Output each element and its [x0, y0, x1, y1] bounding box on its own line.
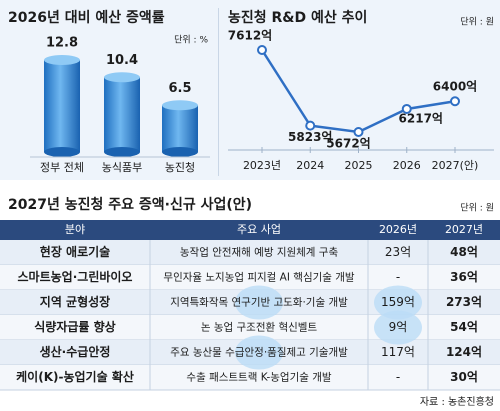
highlight	[374, 310, 422, 345]
table-header-bg	[0, 220, 500, 240]
highlight	[235, 335, 283, 370]
category-label: 농식품부	[102, 161, 142, 174]
category-label: 2024	[296, 159, 324, 172]
source: 자료 : 농촌진흥청	[420, 395, 494, 408]
table-cell: 30억	[450, 370, 478, 384]
highlight	[374, 285, 422, 320]
table-cell: 논 농업 구조전환 혁신벨트	[201, 321, 318, 334]
table-cell: 농작업 안전재해 예방 지원체계 구축	[180, 246, 339, 259]
bar-title: 2026년 대비 예산 증액률	[8, 9, 165, 26]
table-cell: 117억	[381, 345, 415, 359]
table-cell: -	[396, 370, 400, 384]
table-cell: 124억	[446, 345, 482, 359]
category-label: 2023년	[243, 159, 281, 172]
table-cell: 케이(K)-농업기술 확산	[16, 369, 134, 384]
point	[401, 103, 412, 114]
value-label: 5823억	[288, 130, 332, 144]
table-header: 분야	[65, 223, 85, 236]
bar-top	[162, 100, 198, 111]
table-header: 2026년	[379, 223, 417, 236]
point	[305, 120, 316, 131]
bar	[44, 60, 80, 152]
line-unit: 단위 : 원	[460, 17, 494, 28]
value-label: 5672억	[326, 137, 370, 151]
table-cell: 36억	[450, 270, 478, 284]
bar-bottom	[104, 147, 140, 157]
table-cell: 지역특화작목 연구기반 고도화·기술 개발	[170, 297, 348, 309]
table-header: 주요 사업	[237, 223, 281, 236]
table-cell: 무인자율 노지농업 피지컬 AI 핵심기술 개발	[163, 271, 355, 284]
table-header: 2027년	[445, 223, 483, 236]
category-label: 2027(안)	[432, 159, 479, 172]
table-cell: 159억	[381, 295, 415, 309]
table-row-bg	[0, 240, 500, 265]
table-cell: 54억	[450, 320, 478, 334]
value-label: 7612억	[228, 29, 272, 43]
table-title: 2027년 농진청 주요 증액·신규 사업(안)	[8, 196, 252, 213]
table-cell: 생산·수급안정	[40, 344, 111, 359]
bar	[104, 77, 140, 152]
bar-bottom	[44, 147, 80, 157]
table-cell: 273억	[446, 295, 482, 309]
table-cell: 현장 애로기술	[40, 244, 110, 259]
value-label: 12.8	[46, 36, 78, 51]
table-cell: 스마트농업·그린바이오	[18, 269, 133, 284]
category-label: 2025	[345, 159, 373, 172]
table-row-bg	[0, 365, 500, 390]
bar-bottom	[162, 147, 198, 157]
value-label: 6400억	[433, 80, 477, 94]
category-label: 2026	[393, 159, 421, 172]
bar	[162, 105, 198, 152]
table-cell: 9억	[389, 320, 408, 334]
table-cell: 48억	[450, 245, 478, 259]
table-cell: 주요 농산물 수급안정·품질제고 기술개발	[170, 347, 348, 359]
category-label: 농진청	[165, 161, 195, 174]
table-cell: 식량자급률 향상	[34, 319, 115, 334]
table-cell: 23억	[385, 245, 411, 259]
bar-top	[104, 72, 140, 83]
table-cell: 지역 균형성장	[40, 294, 110, 309]
category-label: 정부 전체	[40, 161, 84, 174]
table-cell: 수출 패스트트랙 K-농업기술 개발	[186, 371, 332, 384]
divider	[218, 8, 219, 176]
table-unit: 단위 : 원	[460, 203, 494, 214]
value-label: 6.5	[168, 81, 191, 96]
point	[257, 45, 267, 55]
bar-unit: 단위 : %	[174, 35, 208, 46]
table-row-bg	[0, 265, 500, 290]
point	[450, 96, 460, 107]
point	[353, 127, 364, 137]
line-title: 농진청 R&D 예산 추이	[228, 9, 367, 26]
table-cell: -	[396, 270, 400, 284]
bar-top	[44, 55, 80, 65]
value-label: 6217억	[399, 111, 443, 125]
highlight	[235, 285, 283, 320]
value-label: 10.4	[106, 53, 138, 68]
